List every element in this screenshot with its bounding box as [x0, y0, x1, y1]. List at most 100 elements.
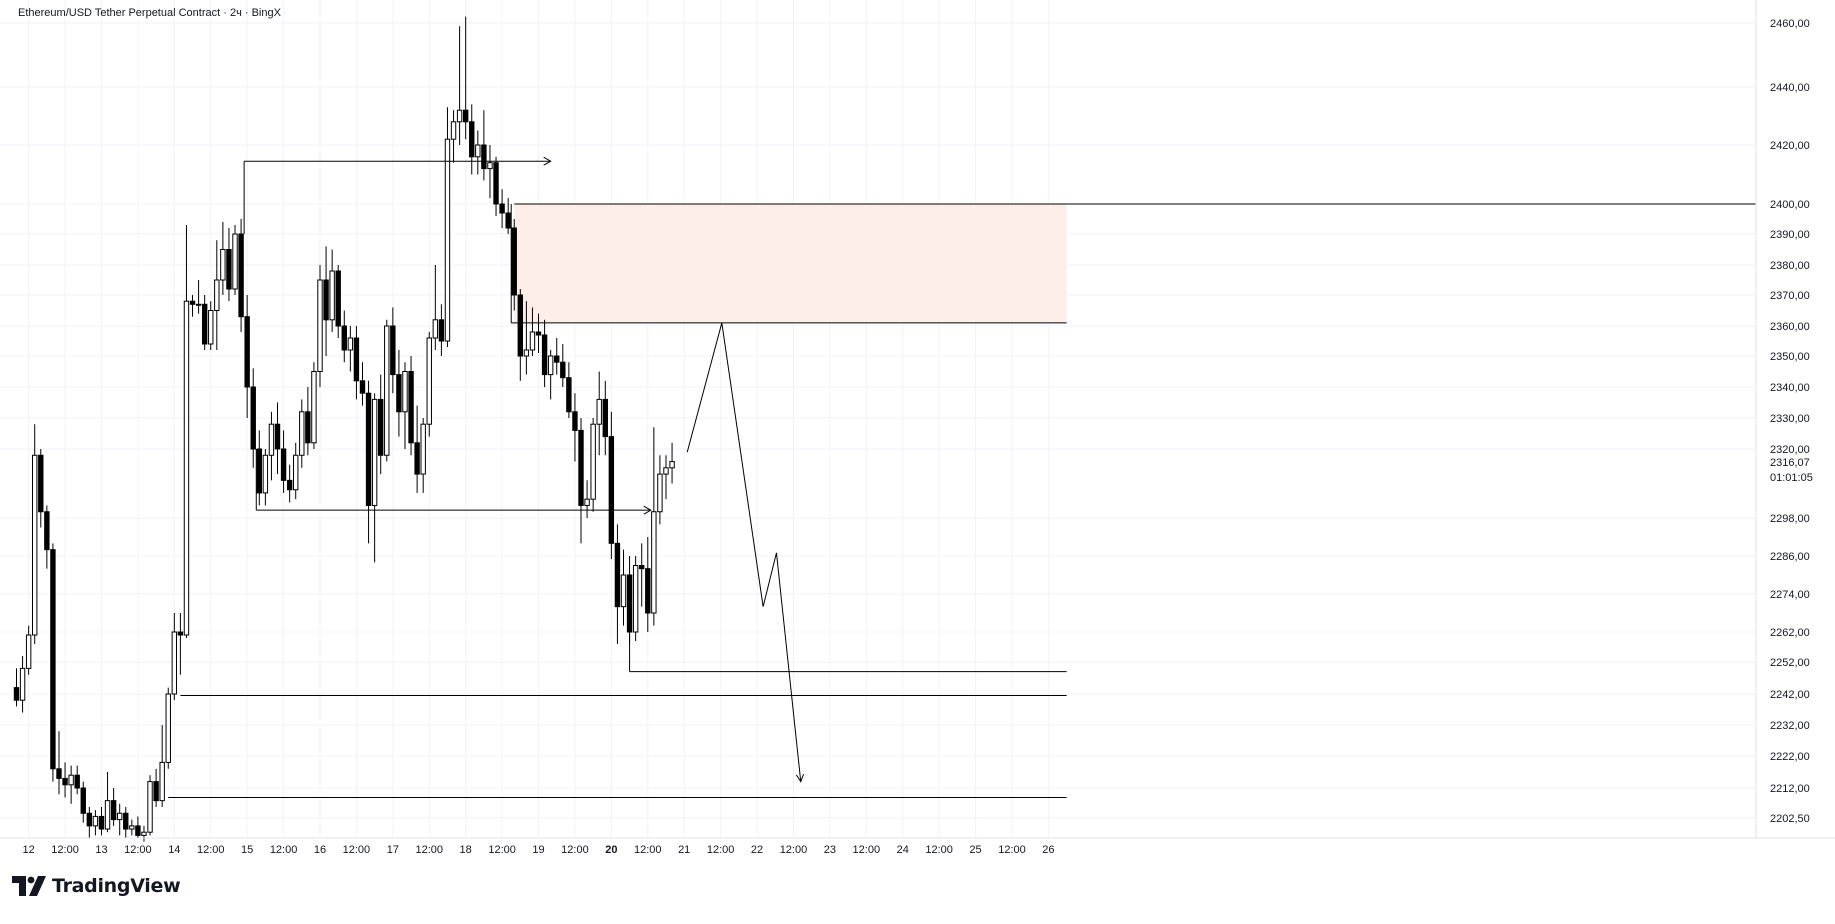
candle-up [329, 270, 335, 321]
candle-down [62, 777, 68, 786]
time-tick-label: 12:00 [561, 844, 589, 856]
candle-up [657, 473, 663, 513]
current-price-label: 2316,07 01:01:05 [1770, 457, 1813, 484]
time-tick-label: 22 [751, 844, 763, 856]
price-tick-label: 2242,00 [1770, 689, 1810, 701]
candle-down [286, 479, 293, 491]
candle-down [353, 337, 360, 382]
time-tick-label: 12:00 [925, 844, 953, 856]
candle-down [238, 233, 244, 318]
price-tick-label: 2320,00 [1770, 444, 1810, 456]
candle-down [626, 574, 633, 633]
candle-up [371, 398, 378, 506]
candle-down [462, 109, 469, 123]
candle-up [268, 423, 275, 456]
price-tick-label: 2252,00 [1770, 657, 1810, 669]
price-tick-label: 2460,00 [1770, 18, 1810, 30]
time-tick-label: 26 [1042, 844, 1054, 856]
candle-up [475, 144, 481, 158]
time-tick-label: 12:00 [124, 844, 152, 856]
candle-down [572, 411, 578, 431]
candle-up [104, 800, 111, 830]
time-tick-label: 12:00 [707, 844, 735, 856]
price-scale[interactable]: 2460,00 2440,00 2420,00 2400,00 2390,00 2380,… [1770, 18, 1810, 825]
time-tick-label: 21 [678, 844, 690, 856]
candle-down [645, 568, 651, 614]
candle-up [141, 831, 147, 836]
time-tick-label: 12:00 [343, 844, 371, 856]
candle-down [38, 454, 44, 513]
candle-up [25, 634, 32, 669]
drawing-zones [514, 203, 1756, 323]
price-tick-label: 2222,00 [1770, 751, 1810, 763]
time-tick-label: 17 [387, 844, 399, 856]
projection-arrow-icon [795, 773, 805, 783]
tradingview-logo[interactable]: TradingView [12, 875, 181, 897]
time-tick-label: 12:00 [270, 844, 298, 856]
price-tick-label: 2274,00 [1770, 589, 1810, 601]
price-tick-label: 2440,00 [1770, 82, 1810, 94]
candle-up [663, 467, 669, 475]
time-scale[interactable]: 12 12:00 13 12:00 14 12:00 15 12:00 16 12:00 17 12:… [23, 844, 1055, 856]
candle-down [335, 270, 341, 327]
candle-up [183, 300, 190, 636]
candle-up [420, 423, 426, 475]
price-tick-label: 2370,00 [1770, 290, 1810, 302]
candle-up [32, 454, 38, 636]
candle-down [250, 386, 256, 450]
time-tick-label: 18 [460, 844, 472, 856]
price-tick-label: 2400,00 [1770, 199, 1810, 211]
current-price-value: 2316,07 [1770, 457, 1810, 469]
candle-up [426, 337, 432, 425]
drawing-lines[interactable] [168, 156, 1067, 798]
candle-up [116, 812, 123, 821]
candle-down [578, 429, 584, 506]
candle-up [487, 162, 493, 170]
candle-down [639, 565, 645, 570]
candle-up [523, 349, 530, 357]
candle-down [177, 631, 184, 636]
candlestick-series[interactable] [13, 16, 675, 842]
candle-down [396, 374, 402, 413]
candle-down [86, 812, 93, 827]
price-tick-label: 2340,00 [1770, 382, 1810, 394]
candle-up [220, 249, 226, 281]
price-tick-label: 2298,00 [1770, 513, 1810, 525]
price-tick-label: 2360,00 [1770, 321, 1810, 333]
candle-down [535, 331, 542, 336]
time-tick-label: 19 [532, 844, 544, 856]
candle-up [651, 511, 657, 614]
candle-up [311, 371, 317, 444]
candle-down [110, 800, 117, 821]
candle-up [214, 279, 220, 311]
candle-down [56, 768, 62, 779]
logo-text: TradingView [52, 875, 181, 897]
candle-down [560, 361, 566, 379]
time-tick-label: 12 [23, 844, 35, 856]
candle-down [244, 316, 250, 388]
price-tick-label: 2262,00 [1770, 627, 1810, 639]
bar-countdown: 01:01:05 [1770, 472, 1813, 484]
candle-up [669, 461, 675, 469]
candle-up [262, 454, 269, 494]
candle-down [341, 325, 347, 351]
candle-up [456, 109, 463, 123]
candle-down [499, 203, 505, 214]
time-tick-label: 12:00 [998, 844, 1026, 856]
candle-down [408, 371, 414, 444]
symbol-title[interactable]: Ethereum/USD Tether Perpetual Contract ·… [18, 7, 281, 19]
candle-down [153, 781, 159, 802]
candle-down [414, 442, 420, 475]
candle-up [129, 825, 135, 830]
arrow-head-icon [543, 156, 552, 166]
candle-down [541, 334, 548, 376]
price-tick-label: 2212,00 [1770, 783, 1810, 795]
candle-up [384, 325, 390, 456]
candle-up [317, 279, 323, 372]
price-tick-label: 2380,00 [1770, 260, 1810, 272]
candle-up [450, 121, 457, 140]
price-tick-label: 2350,00 [1770, 351, 1810, 363]
candle-up [584, 498, 590, 506]
